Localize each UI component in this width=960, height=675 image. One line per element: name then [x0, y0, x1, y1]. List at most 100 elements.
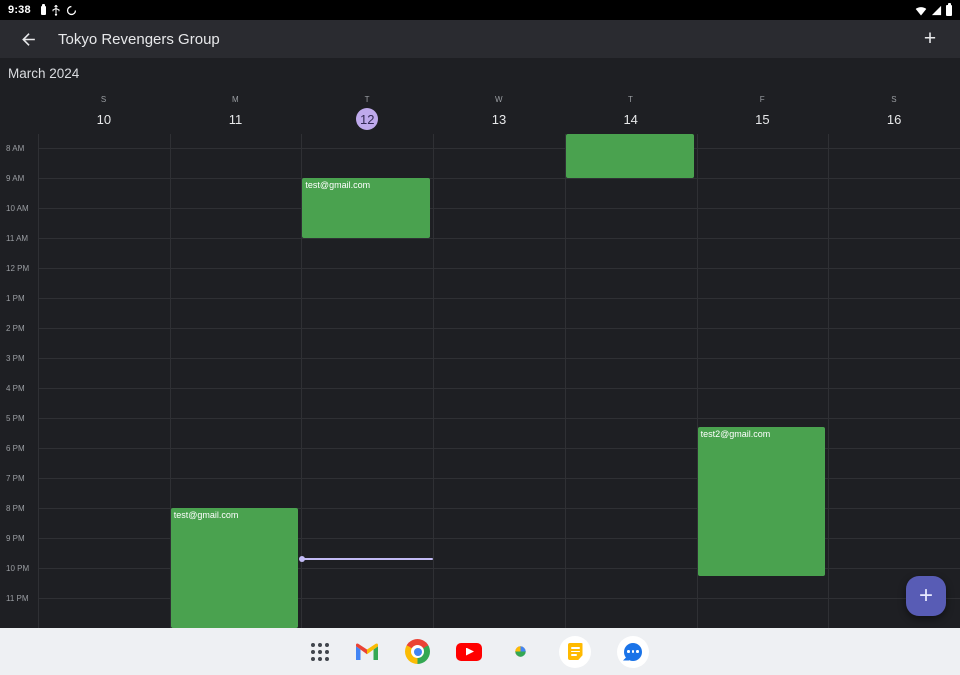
data-saver-icon — [66, 5, 76, 15]
hour-label: 11 PM — [6, 594, 29, 603]
event-title: test2@gmail.com — [700, 429, 771, 439]
day-number: 13 — [491, 111, 507, 127]
day-letter: W — [494, 95, 504, 104]
day-number: 15 — [755, 111, 770, 127]
hour-gridline — [38, 568, 960, 569]
hour-gridline — [38, 148, 960, 149]
calendar-event[interactable] — [565, 134, 694, 178]
messages-icon — [617, 635, 649, 668]
add-event-button[interactable]: + — [923, 27, 937, 50]
day-gridline — [169, 134, 171, 628]
day-header-cell[interactable]: S 16 — [828, 90, 960, 134]
day-letter: S — [891, 95, 898, 104]
event-title: test@gmail.com — [173, 510, 239, 520]
hour-label: 10 PM — [6, 564, 30, 573]
hour-gridline — [38, 508, 960, 509]
hour-label: 1 PM — [6, 294, 25, 303]
day-number: 14 — [623, 111, 638, 127]
day-gridline — [301, 134, 303, 628]
chrome-icon — [405, 639, 430, 664]
now-indicator-dot — [299, 555, 306, 562]
app-bar: Tokyo Revengers Group + — [0, 20, 960, 58]
day-header-cell[interactable]: W 13 — [433, 90, 565, 134]
calendar-event[interactable]: test@gmail.com — [302, 178, 431, 238]
hour-gridline — [38, 538, 960, 539]
month-label: March 2024 — [8, 66, 80, 81]
youtube-icon — [456, 642, 482, 661]
app-drawer-icon — [311, 642, 329, 661]
messages-app-button[interactable] — [617, 635, 649, 668]
gmail-icon — [356, 642, 378, 660]
day-header-cell[interactable]: T 14 — [565, 90, 697, 134]
battery-icon — [946, 2, 952, 16]
hour-label: 7 PM — [6, 474, 25, 483]
status-system-icons — [915, 2, 952, 16]
keep-icon — [559, 635, 591, 668]
day-number: 12 — [356, 108, 379, 130]
back-button[interactable] — [16, 27, 40, 51]
gmail-app-button[interactable] — [355, 642, 379, 661]
hour-gridline — [38, 268, 960, 269]
hour-label: 8 AM — [6, 144, 25, 153]
hour-label: 4 PM — [6, 384, 25, 393]
day-gridline — [828, 134, 830, 628]
day-letter: T — [364, 95, 370, 104]
hour-label: 2 PM — [6, 324, 25, 333]
day-gridline — [696, 134, 698, 628]
hour-label: 9 PM — [6, 534, 25, 543]
day-header-cell[interactable]: T 12 — [301, 90, 433, 134]
day-number: 11 — [228, 111, 243, 127]
hour-gridline — [38, 328, 960, 329]
status-bar: 9:38 — [0, 0, 960, 20]
day-header-cell[interactable]: M 11 — [170, 90, 302, 134]
day-gridline — [38, 134, 39, 628]
hour-gridline — [38, 178, 960, 179]
calendar-event[interactable]: test2@gmail.com — [697, 427, 826, 576]
taskbar — [0, 628, 960, 675]
day-number: 10 — [96, 111, 112, 127]
status-notification-icons — [40, 3, 77, 16]
day-header-cell[interactable]: F 15 — [697, 90, 829, 134]
status-time: 9:38 — [8, 4, 31, 16]
page-title: Tokyo Revengers Group — [58, 30, 220, 48]
hour-label: 10 AM — [6, 204, 29, 213]
hour-label: 11 AM — [6, 234, 29, 243]
hour-gridline — [38, 358, 960, 359]
hour-gridline — [38, 418, 960, 419]
hour-label: 12 PM — [6, 264, 30, 273]
youtube-app-button[interactable] — [456, 642, 482, 661]
usb-icon — [52, 4, 60, 16]
app-drawer-button[interactable] — [311, 642, 329, 661]
calendar-grid[interactable]: 8 AM 9 AM 10 AM 11 AM 12 PM 1 PM 2 PM 3 PM 4 PM 5… — [0, 134, 960, 628]
now-indicator — [299, 555, 434, 562]
hour-gridline — [38, 598, 960, 599]
day-number: 16 — [886, 111, 902, 127]
hour-label: 5 PM — [6, 414, 25, 423]
hour-label: 8 PM — [6, 504, 25, 513]
calendar-event[interactable]: test@gmail.com — [170, 508, 299, 628]
create-event-fab[interactable]: + — [906, 576, 946, 616]
day-letter: S — [100, 95, 107, 104]
chrome-app-button[interactable] — [405, 639, 430, 664]
cell-signal-icon — [931, 5, 942, 15]
day-letter: T — [628, 95, 634, 104]
photos-app-button[interactable] — [508, 639, 533, 664]
day-letter: M — [231, 95, 240, 104]
day-gridline — [564, 134, 566, 628]
day-header-row: S 10 M 11 T 12 W 13 T 14 F 15 S 16 — [0, 90, 960, 134]
photos-icon — [515, 646, 526, 657]
hour-gridline — [38, 388, 960, 389]
event-title: test@gmail.com — [305, 180, 371, 190]
day-header-cell[interactable]: S 10 — [38, 90, 170, 134]
day-letter: F — [759, 95, 766, 104]
hour-gridline — [38, 208, 960, 209]
hour-gridline — [38, 238, 960, 239]
hour-label: 6 PM — [6, 444, 25, 453]
keep-app-button[interactable] — [559, 635, 591, 668]
hour-gridline — [38, 478, 960, 479]
hour-gridline — [38, 298, 960, 299]
hour-label: 3 PM — [6, 354, 25, 363]
battery-notification-icon — [40, 3, 46, 15]
wifi-icon — [915, 6, 927, 15]
